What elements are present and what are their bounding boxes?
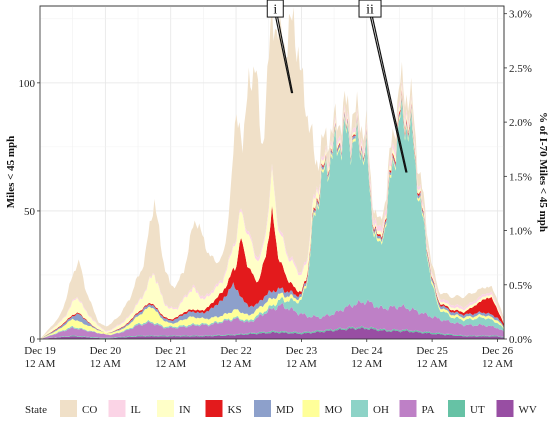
annotation-pointer bbox=[369, 14, 407, 173]
x-tick-label: 12 AM bbox=[90, 358, 121, 370]
legend-item-in: IN bbox=[157, 400, 191, 417]
legend-label: MO bbox=[325, 404, 343, 416]
legend-item-md: MD bbox=[254, 400, 294, 417]
legend-label: IN bbox=[179, 404, 191, 416]
legend-item-ks: KS bbox=[205, 400, 242, 417]
x-tick-label: 12 AM bbox=[417, 358, 448, 370]
legend-swatch bbox=[399, 400, 417, 417]
legend-item-pa: PA bbox=[399, 400, 435, 417]
x-tick-label: Dec 25 bbox=[416, 345, 448, 357]
x-tick-label: 12 AM bbox=[221, 358, 252, 370]
legend-swatch bbox=[448, 400, 465, 417]
y-left-tick-label: 100 bbox=[19, 78, 36, 90]
annotation-box bbox=[266, 0, 284, 18]
legend-title: State bbox=[25, 404, 47, 416]
legend-swatch bbox=[157, 400, 174, 417]
annotations: i ii bbox=[266, 0, 408, 173]
x-tick-label: Dec 21 bbox=[155, 345, 186, 357]
annotation-label: i bbox=[273, 3, 277, 18]
y-axis-left-title: Miles < 45 mph bbox=[5, 136, 17, 209]
legend-label: CO bbox=[82, 404, 97, 416]
legend-swatch bbox=[496, 400, 514, 417]
y-left-tick-label: 0 bbox=[30, 334, 36, 346]
area-layers bbox=[40, 5, 504, 340]
y-right-tick-label: 1.0% bbox=[509, 226, 532, 238]
x-tick-label: Dec 20 bbox=[90, 345, 122, 357]
area-pa bbox=[40, 299, 504, 339]
x-tick-label: Dec 24 bbox=[351, 345, 383, 357]
area-mo bbox=[40, 94, 504, 339]
annotation-i: i bbox=[266, 0, 294, 94]
y-right-tick-label: 2.5% bbox=[509, 63, 532, 75]
legend-label: MD bbox=[276, 404, 294, 416]
legend-label: UT bbox=[470, 404, 485, 416]
legend-label: OH bbox=[373, 404, 389, 416]
area-wv bbox=[40, 327, 504, 339]
legend-label: WV bbox=[519, 404, 537, 416]
y-right-tick-label: 1.5% bbox=[509, 171, 532, 183]
x-tick-label: 12 AM bbox=[351, 358, 382, 370]
legend-item-mo: MO bbox=[302, 400, 343, 417]
y-left-tick-label: 50 bbox=[24, 206, 36, 218]
area-co bbox=[40, 5, 504, 339]
y-right-tick-label: 2.0% bbox=[509, 117, 532, 129]
legend-label: IL bbox=[131, 404, 142, 416]
annotation-pointer bbox=[274, 14, 293, 94]
y-axis-right-title: % of I-70 Miles < 45 mph bbox=[537, 112, 549, 232]
legend-item-ut: UT bbox=[448, 400, 485, 417]
legend-swatch bbox=[205, 400, 223, 417]
annotation-pointer bbox=[276, 14, 294, 94]
legend-item-wv: WV bbox=[496, 400, 537, 417]
area-ks bbox=[40, 89, 504, 339]
x-tick-label: Dec 22 bbox=[220, 345, 251, 357]
x-tick-label: Dec 23 bbox=[286, 345, 318, 357]
y-right-tick-label: 3.0% bbox=[509, 9, 532, 21]
area-in bbox=[40, 84, 504, 340]
legend-swatch bbox=[254, 400, 271, 417]
annotation-box bbox=[358, 0, 382, 18]
annotation-ii: ii bbox=[358, 0, 408, 173]
legend-item-il: IL bbox=[108, 400, 142, 417]
legend-label: PA bbox=[422, 404, 435, 416]
legend-item-co: CO bbox=[60, 400, 97, 417]
x-tick-label: Dec 26 bbox=[482, 345, 514, 357]
y-axis-left: 0 50 100 bbox=[19, 78, 40, 346]
area-oh bbox=[40, 96, 504, 339]
legend-label: KS bbox=[228, 404, 242, 416]
x-tick-label: 12 AM bbox=[155, 358, 186, 370]
legend-swatch bbox=[351, 400, 368, 417]
legend-swatch bbox=[60, 400, 77, 417]
y-axis-right: 0.0% 0.5% 1.0% 1.5% 2.0% 2.5% 3.0% bbox=[504, 9, 532, 346]
legend: State CO IL IN KS MD MO OH PA UT WV bbox=[25, 400, 537, 417]
y-right-tick-label: 0.0% bbox=[509, 334, 532, 346]
x-tick-label: 12 AM bbox=[482, 358, 513, 370]
y-right-tick-label: 0.5% bbox=[509, 280, 532, 292]
legend-swatch bbox=[108, 400, 126, 417]
x-tick-label: Dec 19 bbox=[24, 345, 56, 357]
legend-item-oh: OH bbox=[351, 400, 389, 417]
x-tick-label: 12 AM bbox=[25, 358, 56, 370]
legend-swatch bbox=[302, 400, 320, 417]
x-tick-label: 12 AM bbox=[286, 358, 317, 370]
annotation-label: ii bbox=[366, 3, 374, 18]
annotation-pointer bbox=[371, 14, 408, 173]
